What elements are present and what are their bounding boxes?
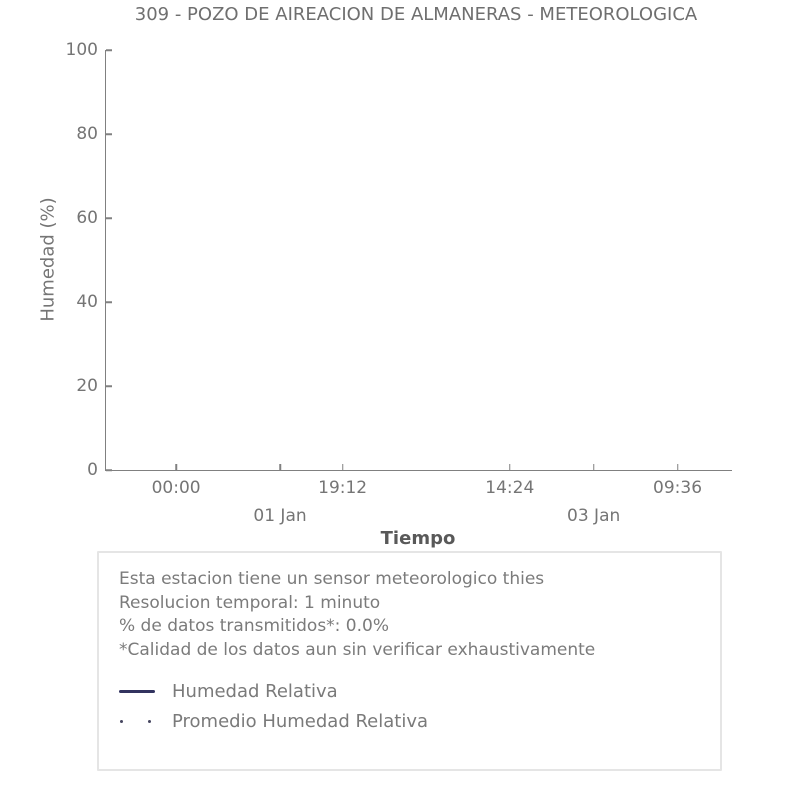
y-tick-mark [106, 133, 112, 135]
chart-title: 309 - POZO DE AIREACION DE ALMANERAS - M… [134, 4, 698, 25]
legend-info-line: Resolucion temporal: 1 minuto [119, 592, 381, 613]
x-tick-mark [676, 464, 679, 470]
x-day-label: 01 Jan [253, 506, 307, 526]
x-tick-mark [509, 464, 511, 470]
y-axis-label: Humedad (%) [37, 197, 59, 322]
legend-info-line: Esta estacion tiene un sensor meteorolog… [119, 569, 545, 589]
y-tick-mark [106, 469, 112, 471]
x-day-tick-mark [279, 464, 281, 470]
legend-info-text: Esta estacion tiene un sensor meteorolog… [99, 553, 720, 662]
x-tick-mark [175, 464, 177, 470]
y-tick-label: 20 [76, 376, 98, 396]
x-day-tick-mark [592, 464, 595, 470]
dotted-line-swatch [119, 718, 155, 724]
y-tick-mark [106, 49, 112, 51]
y-tick-mark [106, 217, 112, 219]
x-tick-label: 14:24 [485, 478, 535, 498]
legend-entry: Humedad Relativa [99, 676, 720, 706]
x-axis-label: Tiempo [380, 528, 456, 549]
y-tick-label: 100 [65, 40, 98, 60]
legend-info-line: *Calidad de los datos aun sin verificar … [119, 639, 596, 660]
legend-entries: Humedad Relativa Promedio Humedad Relativ… [99, 676, 720, 736]
x-tick-mark [341, 464, 344, 470]
y-tick-mark [106, 301, 112, 303]
legend-entry-label: Humedad Relativa [172, 680, 338, 702]
y-tick-label: 80 [76, 124, 98, 144]
legend-entry-label: Promedio Humedad Relativa [172, 710, 429, 732]
x-tick-label: 09:36 [653, 478, 703, 498]
plot-area: 0 20 40 60 80 100 00:00 19:12 14:24 09:36 01 Jan 03… [66, 41, 732, 526]
y-tick-label: 40 [76, 292, 98, 312]
x-day-label: 03 Jan [567, 506, 621, 526]
legend-entry: Promedio Humedad Relativa [99, 706, 720, 736]
solid-line-swatch [119, 688, 155, 694]
y-tick-label: 0 [87, 460, 98, 480]
x-tick-label: 19:12 [318, 478, 368, 498]
x-tick-label: 00:00 [151, 478, 201, 498]
y-tick-label: 60 [76, 208, 98, 228]
legend-info-line: % de datos transmitidos*: 0.0% [119, 616, 389, 636]
y-tick-mark [106, 385, 112, 387]
legend-box: Esta estacion tiene un sensor meteorolog… [97, 551, 722, 771]
